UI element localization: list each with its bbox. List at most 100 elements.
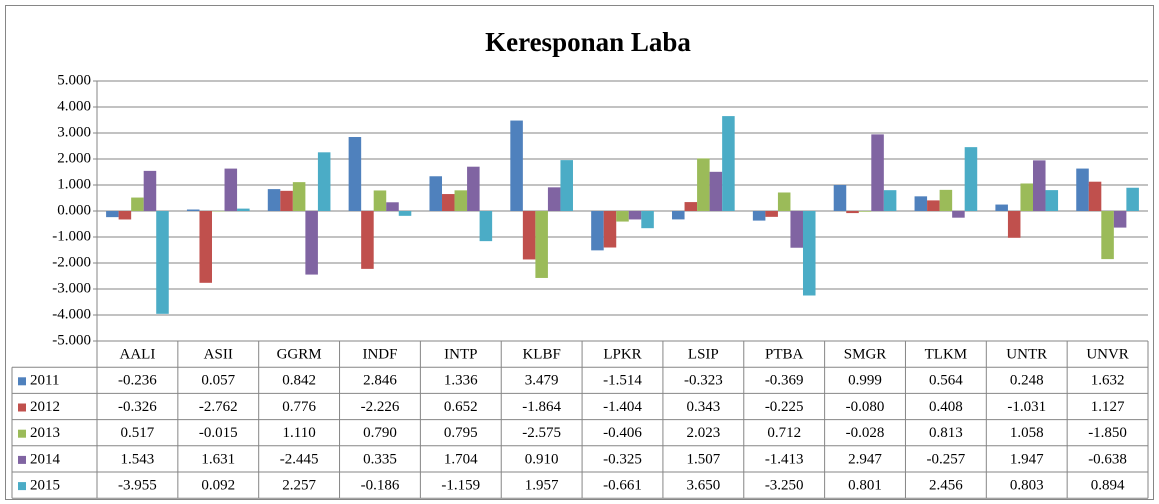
table-value: -2.445 xyxy=(280,451,319,467)
bar xyxy=(118,211,132,220)
table-value: 0.712 xyxy=(767,425,801,441)
bar xyxy=(858,211,872,212)
bar xyxy=(280,190,293,211)
legend-swatch xyxy=(18,455,26,464)
table-value: -0.323 xyxy=(684,373,723,389)
y-tick-label: 0.000 xyxy=(57,202,91,218)
table-value: 1.058 xyxy=(1010,425,1044,441)
table-value: -3.955 xyxy=(118,478,157,494)
x-tick-label: PTBA xyxy=(765,347,804,363)
bar xyxy=(1126,187,1139,211)
bar xyxy=(131,197,144,211)
legend-label: 2015 xyxy=(30,478,60,494)
table-value: -0.186 xyxy=(361,478,400,494)
x-tick-label: ASII xyxy=(204,347,233,363)
bar xyxy=(560,160,573,211)
bar xyxy=(305,211,318,275)
bar xyxy=(591,211,604,251)
y-tick-label: 3.000 xyxy=(57,124,91,140)
table-value: 0.408 xyxy=(929,399,963,415)
table-value: -0.225 xyxy=(765,399,804,415)
bar xyxy=(939,189,953,211)
bar xyxy=(709,171,723,211)
table-value: 0.248 xyxy=(1010,373,1044,389)
legend-label: 2013 xyxy=(30,425,60,441)
bar xyxy=(1088,181,1102,211)
bar xyxy=(1101,211,1114,260)
bar xyxy=(186,209,200,211)
bar xyxy=(522,211,536,260)
table-value: 0.801 xyxy=(848,478,882,494)
table-value: 0.564 xyxy=(929,373,963,389)
bar xyxy=(267,189,281,211)
table-value: 0.343 xyxy=(686,399,720,415)
table-value: 0.652 xyxy=(444,399,478,415)
bar xyxy=(628,211,642,220)
legend-swatch xyxy=(18,429,26,438)
table-value: 0.776 xyxy=(282,399,316,415)
table-value: -0.015 xyxy=(199,425,238,441)
bar xyxy=(442,194,455,211)
y-tick-label: -5.000 xyxy=(52,332,91,348)
bar xyxy=(722,116,735,211)
bar xyxy=(883,190,897,211)
legend-swatch xyxy=(18,403,26,412)
bar xyxy=(1076,168,1089,211)
chart-border xyxy=(5,5,1154,500)
bar xyxy=(777,192,791,211)
table-value: 0.842 xyxy=(282,373,316,389)
table-value: 2.846 xyxy=(363,373,397,389)
table-value: -1.864 xyxy=(522,399,561,415)
bar xyxy=(1113,211,1127,228)
x-tick-label: AALI xyxy=(120,347,156,363)
legend-label: 2011 xyxy=(30,373,59,389)
bar xyxy=(454,190,468,211)
table-value: 2.947 xyxy=(848,451,882,467)
table-value: -1.514 xyxy=(603,373,642,389)
y-tick-label: -1.000 xyxy=(52,228,91,244)
bar xyxy=(995,204,1008,211)
bar xyxy=(348,137,362,211)
bar xyxy=(398,211,412,216)
x-tick-label: TLKM xyxy=(925,347,968,363)
bar xyxy=(1020,183,1033,211)
table-value: -1.413 xyxy=(765,451,804,467)
table-value: 0.335 xyxy=(363,451,397,467)
table-value: 3.479 xyxy=(525,373,559,389)
bar xyxy=(361,211,374,269)
table-value: 1.543 xyxy=(121,451,155,467)
bar xyxy=(237,208,250,211)
bar xyxy=(292,182,306,211)
table-value: 1.336 xyxy=(444,373,478,389)
bar xyxy=(1045,190,1059,211)
bar xyxy=(143,170,157,211)
bar xyxy=(429,176,443,211)
legend-swatch xyxy=(18,377,26,386)
bar xyxy=(479,211,493,242)
table-value: 0.894 xyxy=(1091,478,1125,494)
x-tick-label: INTP xyxy=(444,347,477,363)
bar xyxy=(386,202,399,211)
y-tick-label: 5.000 xyxy=(57,72,91,88)
table-value: -0.028 xyxy=(846,425,885,441)
table-value: -0.080 xyxy=(846,399,885,415)
table-value: -2.226 xyxy=(361,399,400,415)
bar xyxy=(672,211,685,220)
x-tick-label: SMGR xyxy=(844,347,887,363)
bar xyxy=(914,196,928,211)
x-tick-label: INDF xyxy=(362,347,397,363)
bar xyxy=(106,211,119,218)
table-value: -0.326 xyxy=(118,399,157,415)
y-tick-label: 1.000 xyxy=(57,176,91,192)
bar xyxy=(802,211,816,296)
table-value: 0.803 xyxy=(1010,478,1044,494)
table-value: 2.023 xyxy=(686,425,720,441)
table-value: -1.031 xyxy=(1007,399,1046,415)
table-value: 1.704 xyxy=(444,451,478,467)
bar xyxy=(846,211,859,214)
y-tick-label: -3.000 xyxy=(52,280,91,296)
bar xyxy=(790,211,803,248)
legend-label: 2014 xyxy=(30,451,61,467)
table-value: 2.257 xyxy=(282,478,316,494)
